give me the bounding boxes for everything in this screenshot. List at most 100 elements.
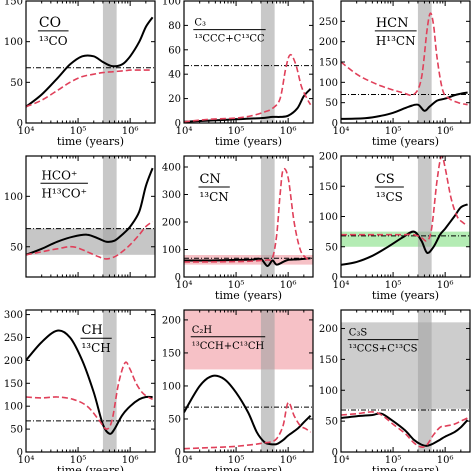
ratio-band (184, 310, 313, 370)
y-tick-label: 80 (168, 21, 181, 32)
y-tick-label: 300 (4, 310, 23, 321)
y-tick-label: 50 (168, 414, 181, 425)
time-band (417, 310, 432, 452)
y-tick-label: 50 (325, 98, 338, 109)
y-tick-label: 0 (17, 448, 23, 459)
ratio-numerator: CH (81, 323, 102, 338)
x-axis-label: time (years) (215, 464, 282, 471)
x-tick-label: 10⁵ (228, 126, 245, 137)
y-tick-label: 20 (168, 94, 181, 105)
y-tick-label: 200 (319, 37, 338, 48)
x-tick-label: 10⁵ (228, 455, 245, 466)
x-tick-label: 10⁴ (176, 280, 193, 291)
ratio-denominator: ¹³CS (376, 190, 403, 204)
time-band (417, 156, 432, 277)
y-tick-label: 100 (319, 78, 338, 89)
ratio-numerator: C₃ (194, 18, 206, 29)
x-tick-label: 10⁵ (70, 455, 87, 466)
x-tick-label: 10⁵ (385, 455, 402, 466)
series-solid-line (184, 374, 312, 446)
y-tick-label: 100 (4, 192, 23, 203)
series-solid-line (184, 257, 311, 267)
series-solid-line (184, 88, 312, 123)
y-tick-label: 200 (319, 152, 338, 163)
x-axis-label: time (years) (372, 289, 439, 302)
y-tick-label: 50 (325, 242, 338, 253)
ratio-denominator: ¹³CCC+C¹³CC (194, 34, 265, 45)
y-tick-label: 200 (319, 324, 338, 335)
x-tick-label: 10⁵ (228, 280, 245, 291)
plot-frame (183, 155, 314, 278)
ratio-numerator: CS (376, 172, 395, 187)
y-tick-label: 250 (319, 17, 338, 28)
y-tick-label: 0 (175, 119, 181, 130)
ratio-numerator: C₃S (349, 328, 368, 339)
ratio-denominator: H¹³CN (376, 34, 416, 48)
series-solid-line (26, 329, 153, 435)
y-tick-label: 0 (175, 448, 181, 459)
time-band (102, 156, 117, 277)
x-tick-label: 10⁶ (280, 126, 297, 137)
y-tick-label: 0 (175, 273, 181, 284)
time-band (102, 1, 117, 123)
x-axis-label: time (years) (57, 135, 124, 148)
series-dashed-line (341, 12, 468, 106)
y-tick-label: 400 (162, 163, 181, 174)
x-axis-label: time (years) (372, 135, 439, 148)
y-tick-label: 150 (4, 379, 23, 390)
ratio-numerator: HCO⁺ (41, 168, 77, 182)
time-band (260, 310, 275, 452)
y-tick-label: 100 (162, 381, 181, 392)
x-tick-label: 10⁵ (385, 126, 402, 137)
ratio-numerator: HCN (376, 16, 409, 31)
series-dashed-line (341, 411, 468, 448)
y-tick-label: 150 (162, 348, 181, 359)
x-tick-label: 10⁶ (437, 280, 454, 291)
series-dashed-line (184, 53, 312, 123)
ratio-band (341, 322, 470, 409)
x-tick-label: 10⁴ (176, 126, 193, 137)
x-tick-label: 10⁴ (333, 126, 350, 137)
x-tick-label: 10⁴ (18, 455, 35, 466)
x-tick-label: 10⁶ (280, 455, 297, 466)
plot-frame (183, 0, 314, 124)
x-tick-label: 10⁵ (70, 126, 87, 137)
ratio-denominator: ¹³CO (39, 34, 68, 48)
time-band (260, 1, 275, 123)
y-tick-label: 40 (168, 70, 181, 81)
y-tick-label: 100 (319, 386, 338, 397)
y-tick-label: 50 (325, 417, 338, 428)
series-solid-line (26, 167, 154, 256)
time-band (417, 1, 432, 123)
x-tick-label: 10⁴ (333, 280, 350, 291)
y-tick-label: 0 (332, 119, 338, 130)
y-tick-label: 100 (4, 37, 23, 48)
plot-frame (340, 309, 471, 453)
x-tick-label: 10⁶ (122, 455, 139, 466)
ratio-denominator: ¹³CH (81, 341, 110, 355)
x-axis-label: time (years) (372, 464, 439, 471)
y-tick-label: 50 (10, 425, 23, 436)
series-solid-line (341, 203, 469, 266)
y-tick-label: 100 (319, 212, 338, 223)
plot-frame (25, 309, 156, 453)
y-tick-label: 150 (319, 182, 338, 193)
x-tick-label: 10⁴ (18, 126, 35, 137)
ratio-numerator: C₂H (192, 325, 213, 336)
series-dashed-line (341, 156, 469, 242)
x-axis-label: time (years) (57, 464, 124, 471)
y-tick-label: 0 (17, 119, 23, 130)
ratio-numerator: CO (39, 15, 61, 31)
y-tick-label: 150 (4, 0, 23, 8)
ratio-denominator: ¹³CCH+C¹³CH (192, 341, 265, 352)
series-solid-line (26, 16, 154, 108)
y-tick-label: 250 (4, 333, 23, 344)
ratio-denominator: ¹³CCS+C¹³CS (349, 344, 418, 355)
ratio-denominator: ¹³CN (199, 190, 228, 204)
x-tick-label: 10⁶ (122, 126, 139, 137)
series-dashed-line (184, 167, 312, 263)
